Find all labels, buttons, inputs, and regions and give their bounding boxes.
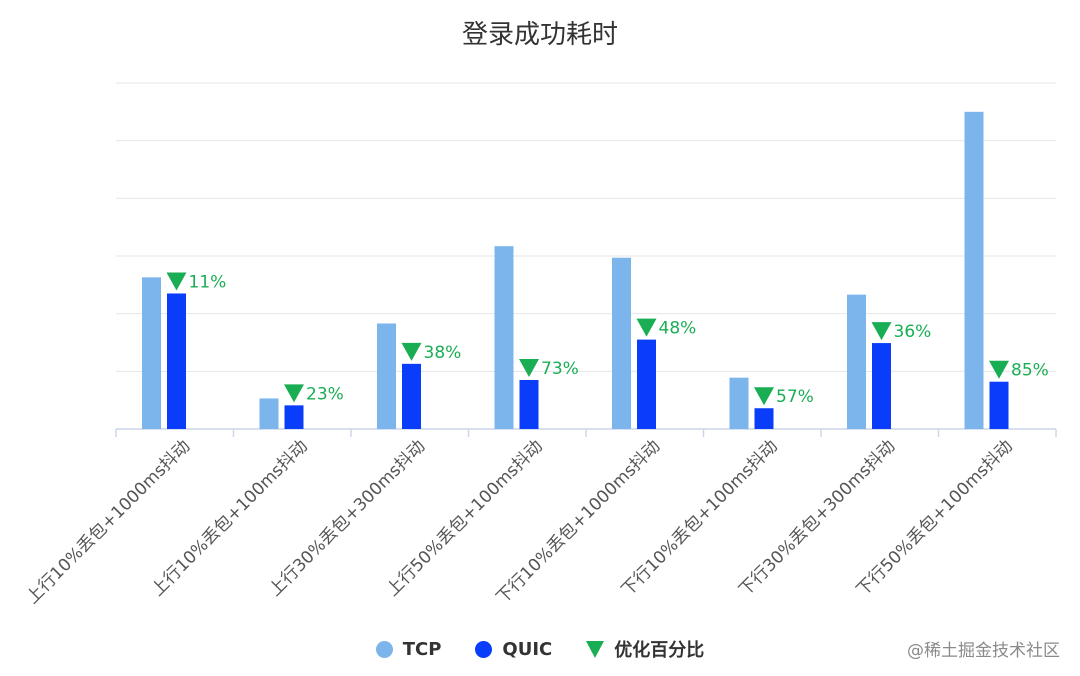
legend-marker-optimization [586,640,605,658]
bar-tcp-2 [377,323,396,429]
legend-item-quic[interactable]: QUIC [475,636,552,662]
legend-label-quic: QUIC [502,638,553,660]
bar-tcp-6 [847,294,866,429]
legend-item-tcp[interactable]: TCP [375,636,442,662]
bar-tcp-1 [259,398,279,429]
legend-marker-tcp [375,640,393,658]
optimization-label-2: 38% [424,343,462,363]
optimization-marker-7 [989,360,1009,379]
bar-quic-5 [754,408,774,429]
optimization-label-4: 48% [659,319,697,339]
bar-tcp-5 [729,377,749,429]
optimization-label-6: 36% [894,322,932,342]
bar-quic-1 [284,405,304,429]
optimization-label-5: 57% [776,387,814,407]
chart-title: 登录成功耗时 [461,20,618,50]
bar-quic-3 [519,379,539,429]
optimization-marker-4 [636,318,657,337]
optimization-marker-5 [754,387,774,406]
legend-item-optimization[interactable]: 优化百分比 [586,636,704,662]
watermark: @稀土掘金技术社区 [907,641,1060,661]
chart-legend: TCP QUIC 优化百分比 [0,636,1080,662]
legend-label-tcp: TCP [402,638,442,660]
legend-label-optimization: 优化百分比 [614,640,705,661]
optimization-marker-1 [284,384,304,403]
bar-quic-2 [402,363,421,429]
optimization-marker-0 [166,272,187,291]
optimization-marker-3 [519,358,539,377]
optimization-marker-6 [871,322,892,341]
legend-marker-quic [475,640,493,658]
bar-quic-0 [167,293,186,429]
bar-tcp-7 [964,111,984,429]
optimization-marker-2 [401,342,422,361]
optimization-label-3: 73% [541,359,579,379]
optimization-label-7: 85% [1011,361,1049,381]
bar-quic-4 [637,339,656,429]
bar-quic-7 [989,381,1009,429]
bar-quic-6 [872,343,891,429]
bar-tcp-4 [612,257,631,429]
optimization-label-1: 23% [306,384,344,404]
bar-tcp-0 [142,277,161,429]
optimization-label-0: 11% [189,272,227,292]
bar-tcp-3 [494,246,514,429]
